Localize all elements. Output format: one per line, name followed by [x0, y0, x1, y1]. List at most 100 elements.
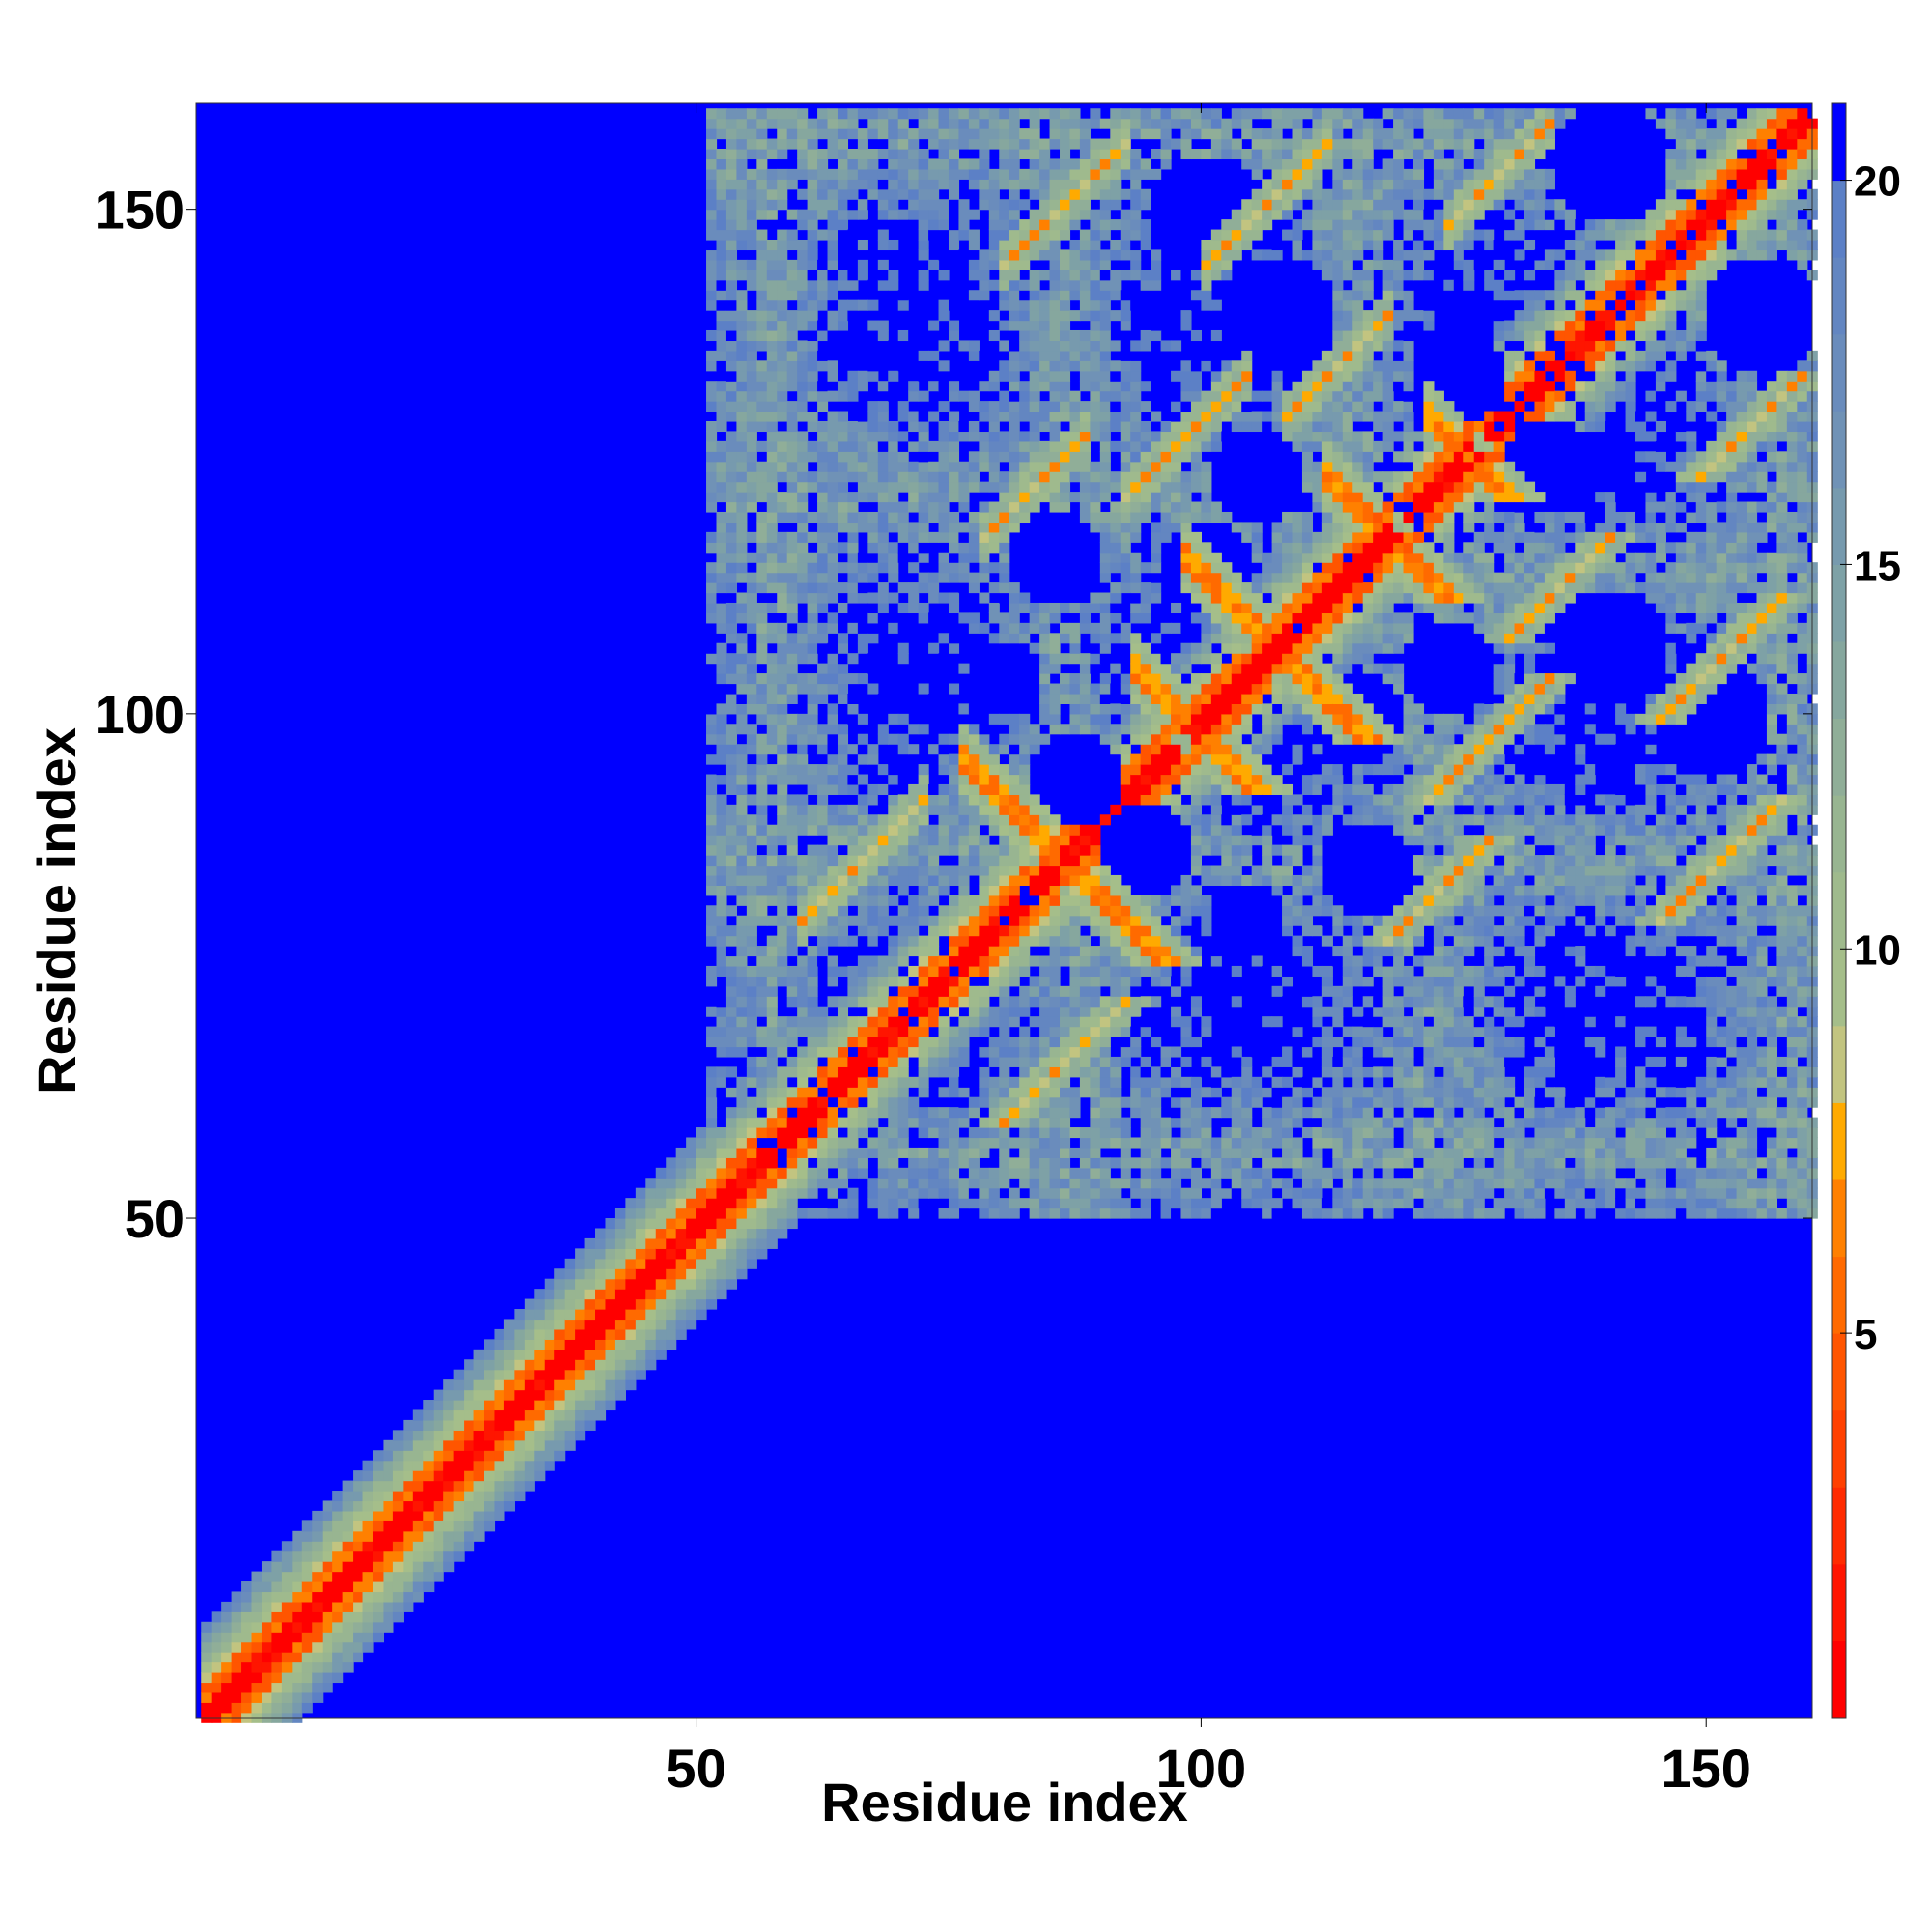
heatmap-cell [988, 511, 1000, 524]
heatmap-cell [706, 1087, 718, 1098]
heatmap-cell [979, 1026, 990, 1037]
heatmap-cell [1171, 976, 1182, 987]
heatmap-cell [1099, 390, 1111, 402]
heatmap-cell [675, 1218, 687, 1230]
heatmap-cell [908, 179, 920, 190]
heatmap-cell [877, 1037, 889, 1048]
heatmap-cell [1019, 219, 1031, 231]
heatmap-cell [675, 1309, 687, 1321]
heatmap-cell [1110, 552, 1122, 563]
heatmap-cell [817, 329, 829, 342]
heatmap-cell [756, 329, 768, 342]
heatmap-cell [999, 633, 1010, 644]
heatmap-cell [706, 360, 718, 372]
heatmap-cell [938, 965, 950, 977]
heatmap-cell [837, 149, 849, 160]
heatmap-cell [1110, 946, 1122, 957]
heatmap-cell [867, 633, 879, 644]
heatmap-cell [766, 1096, 778, 1108]
heatmap-cell [968, 824, 980, 836]
heatmap-cell [1099, 905, 1111, 917]
heatmap-cell [918, 895, 929, 906]
heatmap-cell [725, 683, 738, 695]
heatmap-cell [999, 976, 1010, 987]
heatmap-cell [614, 1268, 626, 1280]
heatmap-cell [1090, 1178, 1101, 1189]
heatmap-cell [1180, 552, 1192, 563]
heatmap-cell [908, 219, 920, 231]
heatmap-cell [968, 703, 980, 715]
heatmap-cell [725, 874, 738, 886]
heatmap-cell [999, 299, 1010, 311]
heatmap-cell [857, 774, 868, 785]
heatmap-cell [958, 219, 970, 231]
heatmap-cell [928, 492, 940, 503]
heatmap-cell [756, 1187, 768, 1199]
heatmap-cell [827, 713, 838, 724]
heatmap-cell [1079, 158, 1091, 170]
heatmap-cell [847, 531, 859, 543]
heatmap-cell [797, 1127, 809, 1139]
heatmap-cell [908, 1107, 920, 1119]
heatmap-cell [201, 1641, 213, 1653]
heatmap-cell [575, 1339, 586, 1350]
heatmap-cell [908, 874, 920, 886]
heatmap-cell [786, 976, 798, 987]
heatmap-cell [1099, 542, 1111, 554]
heatmap-cell [897, 511, 909, 524]
heatmap-cell [736, 703, 748, 715]
heatmap-cell [999, 1107, 1010, 1119]
heatmap-cell [1049, 128, 1061, 140]
heatmap-cell [575, 1298, 586, 1310]
heatmap-cell [897, 713, 909, 724]
heatmap-cell [837, 492, 849, 503]
heatmap-cell [1180, 310, 1192, 322]
heatmap-cell [979, 865, 990, 876]
heatmap-cell [1029, 1127, 1040, 1139]
heatmap-cell [827, 976, 838, 987]
heatmap-cell [1120, 158, 1131, 170]
heatmap-cell [817, 874, 829, 886]
heatmap-cell [675, 1268, 687, 1280]
heatmap-cell [777, 229, 788, 241]
heatmap-cell [888, 783, 899, 795]
heatmap-cell [1120, 895, 1131, 906]
heatmap-cell [857, 976, 868, 987]
heatmap-cell [1171, 108, 1182, 120]
heatmap-cell [1060, 1178, 1071, 1189]
heatmap-cell [897, 1037, 909, 1048]
heatmap-cell [544, 1319, 555, 1330]
heatmap-cell [1060, 885, 1071, 896]
heatmap-cell [1190, 935, 1202, 947]
heatmap-cell [867, 925, 879, 937]
heatmap-cell [1039, 290, 1051, 301]
heatmap-cell [725, 118, 738, 129]
heatmap-cell [807, 764, 818, 776]
heatmap-cell [575, 1430, 586, 1441]
heatmap-cell [1009, 783, 1020, 795]
heatmap-cell [1090, 622, 1101, 634]
heatmap-cell [948, 440, 960, 452]
heatmap-cell [1160, 1066, 1172, 1078]
heatmap-cell [1079, 622, 1091, 634]
heatmap-cell [271, 1571, 283, 1582]
heatmap-cell [443, 1470, 455, 1482]
heatmap-cell [918, 935, 929, 947]
heatmap-cell [988, 1016, 1000, 1028]
heatmap-cell [503, 1409, 515, 1421]
heatmap-cell [464, 1520, 475, 1532]
heatmap-cell [1110, 1208, 1122, 1219]
heatmap-cell [1060, 471, 1071, 483]
heatmap-cell [696, 1248, 707, 1260]
heatmap-cell [1171, 451, 1182, 463]
heatmap-cell [756, 804, 768, 815]
heatmap-cell [958, 824, 970, 836]
heatmap-cell [786, 1198, 798, 1209]
heatmap-cell [888, 431, 899, 442]
heatmap-cell [1069, 996, 1081, 1008]
heatmap-cell [928, 965, 940, 977]
heatmap-cell [857, 874, 868, 886]
heatmap-cell [736, 985, 748, 997]
heatmap-cell [494, 1379, 505, 1391]
heatmap-cell [453, 1369, 465, 1380]
